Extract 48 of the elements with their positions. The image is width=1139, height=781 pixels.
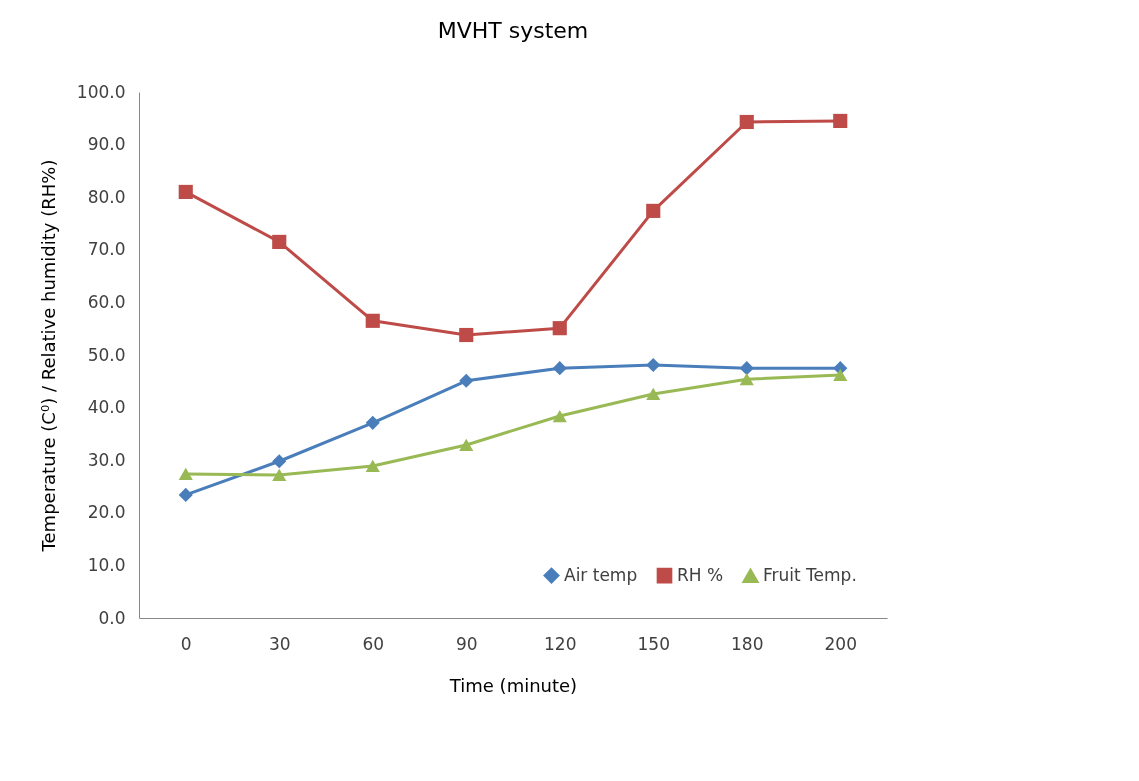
point xyxy=(552,321,567,336)
point xyxy=(459,438,474,452)
y-tick-label: 50.0 xyxy=(87,344,126,365)
point xyxy=(272,454,287,469)
point xyxy=(365,415,380,430)
point xyxy=(833,113,848,128)
point xyxy=(272,234,287,249)
x-tick-label: 200 xyxy=(824,633,857,654)
y-axis-title: Temperature (C⁰) / Relative humidity (RH%) xyxy=(37,159,59,553)
point xyxy=(272,468,287,482)
x-tick-label: 150 xyxy=(637,633,670,654)
x-tick-label: 180 xyxy=(731,633,764,654)
point xyxy=(646,203,661,218)
point xyxy=(178,467,193,480)
point xyxy=(739,114,754,130)
x-tick-label: 0 xyxy=(180,633,192,654)
point xyxy=(646,387,661,401)
point xyxy=(552,361,567,376)
y-tick-label: 0.0 xyxy=(98,607,126,628)
y-tick-label: 10.0 xyxy=(87,554,126,575)
y-tick-label: 90.0 xyxy=(87,134,126,155)
x-tick-label: 30 xyxy=(268,633,291,654)
y-tick-label: 100.0 xyxy=(76,81,126,102)
y-tick-label: 40.0 xyxy=(87,397,126,418)
legend-label: RH % xyxy=(677,564,724,585)
point xyxy=(646,357,661,373)
y-tick-label: 70.0 xyxy=(87,239,126,260)
point xyxy=(833,368,848,382)
point xyxy=(178,184,193,200)
point xyxy=(365,313,380,328)
point xyxy=(178,487,193,502)
point xyxy=(459,373,474,388)
x-axis-title: Time (minute) xyxy=(448,674,578,696)
point xyxy=(552,409,567,423)
point xyxy=(365,459,380,473)
legend-label: Fruit Temp. xyxy=(763,565,857,586)
y-tick-label: 60.0 xyxy=(87,291,126,312)
x-tick-label: 60 xyxy=(362,633,385,654)
legend-label: Air temp xyxy=(564,564,638,585)
point xyxy=(739,361,754,376)
point xyxy=(459,327,474,343)
y-tick-label: 20.0 xyxy=(87,502,126,523)
x-tick-label: 90 xyxy=(455,633,478,654)
point xyxy=(739,373,754,386)
y-tick-label: 80.0 xyxy=(87,186,126,207)
y-tick-label: 30.0 xyxy=(87,449,126,470)
chart-title: MVHT system xyxy=(437,18,589,43)
x-tick-label: 120 xyxy=(544,633,577,654)
